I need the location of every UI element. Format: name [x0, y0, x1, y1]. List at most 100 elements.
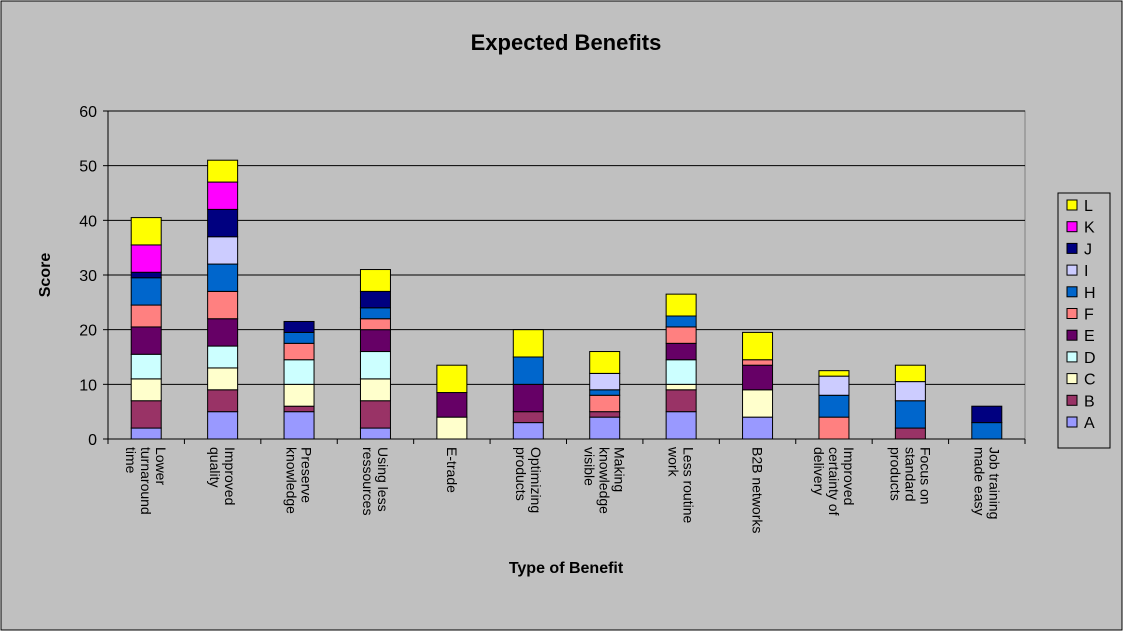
bar-segment-a [512, 422, 544, 440]
x-tick-label-line: standard [902, 447, 918, 501]
bar-segment-l [130, 217, 162, 246]
x-tick-label-line: Preserve [299, 447, 315, 503]
bar-segment-e [359, 329, 391, 353]
bar-segment-d [665, 359, 697, 385]
bar-segment-i [894, 381, 926, 402]
x-tick-label: E-trade [444, 447, 460, 493]
bar-segment-h [665, 315, 697, 328]
legend-label: J [1084, 241, 1092, 258]
bar-segment-b [283, 405, 315, 413]
bar-segment-c [283, 383, 315, 407]
bar-segment-f [665, 326, 697, 344]
bar-segment-b [130, 400, 162, 429]
x-tick-label-line: work [666, 446, 682, 478]
bar-segment-c [359, 378, 391, 402]
legend-label: A [1084, 415, 1095, 432]
x-tick-label-line: Using less [375, 447, 391, 512]
bar-segment-j [971, 405, 1003, 424]
bar-segment-e [436, 392, 468, 418]
bar-segment-j [283, 320, 315, 333]
bar-segment-f [742, 359, 774, 366]
x-tick-label-line: products [887, 447, 903, 501]
bar-segment-l [436, 364, 468, 394]
legend-label: F [1084, 307, 1094, 324]
legend-swatch-d [1066, 351, 1078, 363]
bar-segment-c [130, 378, 162, 402]
y-tick-label: 10 [79, 377, 97, 394]
x-axis-label: Type of Benefit [509, 560, 624, 577]
bar-segment-l [512, 329, 544, 358]
bar-segment-d [207, 345, 239, 369]
bar-segment-h [359, 307, 391, 320]
legend-label: I [1084, 263, 1088, 280]
bar-segment-h [130, 277, 162, 306]
legend-label: E [1084, 328, 1095, 345]
bar-segment-h [818, 394, 850, 418]
bar-segment-h [971, 422, 1003, 440]
legend-label: H [1084, 285, 1096, 302]
legend-swatch-b [1066, 394, 1078, 406]
legend-label: L [1084, 198, 1093, 215]
x-tick-label-line: Making [612, 447, 628, 492]
bar-segment-e [742, 364, 774, 391]
x-tick-label-line: quality [207, 447, 223, 487]
bar-segment-c [742, 389, 774, 418]
legend-swatch-a [1066, 416, 1078, 428]
bar-segment-b [512, 411, 544, 424]
bar-segment-h [589, 389, 621, 396]
bar-segment-f [130, 304, 162, 328]
bar-segment-a [589, 416, 621, 440]
bars [130, 159, 1003, 440]
y-tick-label: 40 [79, 213, 97, 230]
y-axis-label: Score [37, 253, 54, 298]
x-tick-label-line: visible [582, 447, 598, 486]
bar-segment-f [359, 318, 391, 331]
x-tick-label-line: knowledge [284, 447, 300, 514]
y-tick-label: 50 [79, 159, 97, 176]
x-tick-label-line: knowledge [597, 447, 613, 514]
bar-segment-h [207, 263, 239, 292]
bar-segment-a [742, 416, 774, 440]
bar-segment-d [359, 351, 391, 380]
bar-segment-b [589, 411, 621, 418]
legend-swatch-h [1066, 286, 1078, 298]
legend-label: B [1084, 393, 1095, 410]
legend-swatch-l [1066, 199, 1078, 211]
bar-segment-k [207, 181, 239, 210]
bar-segment-a [207, 411, 239, 440]
bar-segment-f [589, 394, 621, 413]
legend-swatch-f [1066, 308, 1078, 319]
bar-segment-c [436, 416, 468, 440]
bar-segment-a [359, 427, 391, 440]
bar-segment-j [359, 290, 391, 309]
bar-segment-a [665, 411, 697, 440]
legend-swatch-j [1066, 242, 1078, 254]
bar-segment-i [818, 375, 850, 396]
bar-segment-k [130, 244, 162, 273]
x-tick-label-line: time [123, 447, 139, 474]
x-tick-label-line: Less routine [681, 447, 697, 523]
x-tick-label-line: Focus on [917, 447, 933, 505]
bar-segment-c [207, 367, 239, 391]
bar-segment-l [589, 351, 621, 374]
bar-segment-b [894, 427, 926, 440]
legend-label: C [1084, 372, 1096, 389]
y-tick-label: 60 [79, 104, 97, 121]
x-tick-label-line: Improved [841, 447, 857, 505]
bar-segment-l [665, 293, 697, 317]
bar-segment-l [359, 269, 391, 292]
x-tick-label-line: certainty of [826, 447, 842, 516]
x-tick-label-line: B2B networks [750, 447, 766, 533]
bar-segment-b [359, 400, 391, 429]
x-tick-label-line: delivery [811, 447, 827, 495]
